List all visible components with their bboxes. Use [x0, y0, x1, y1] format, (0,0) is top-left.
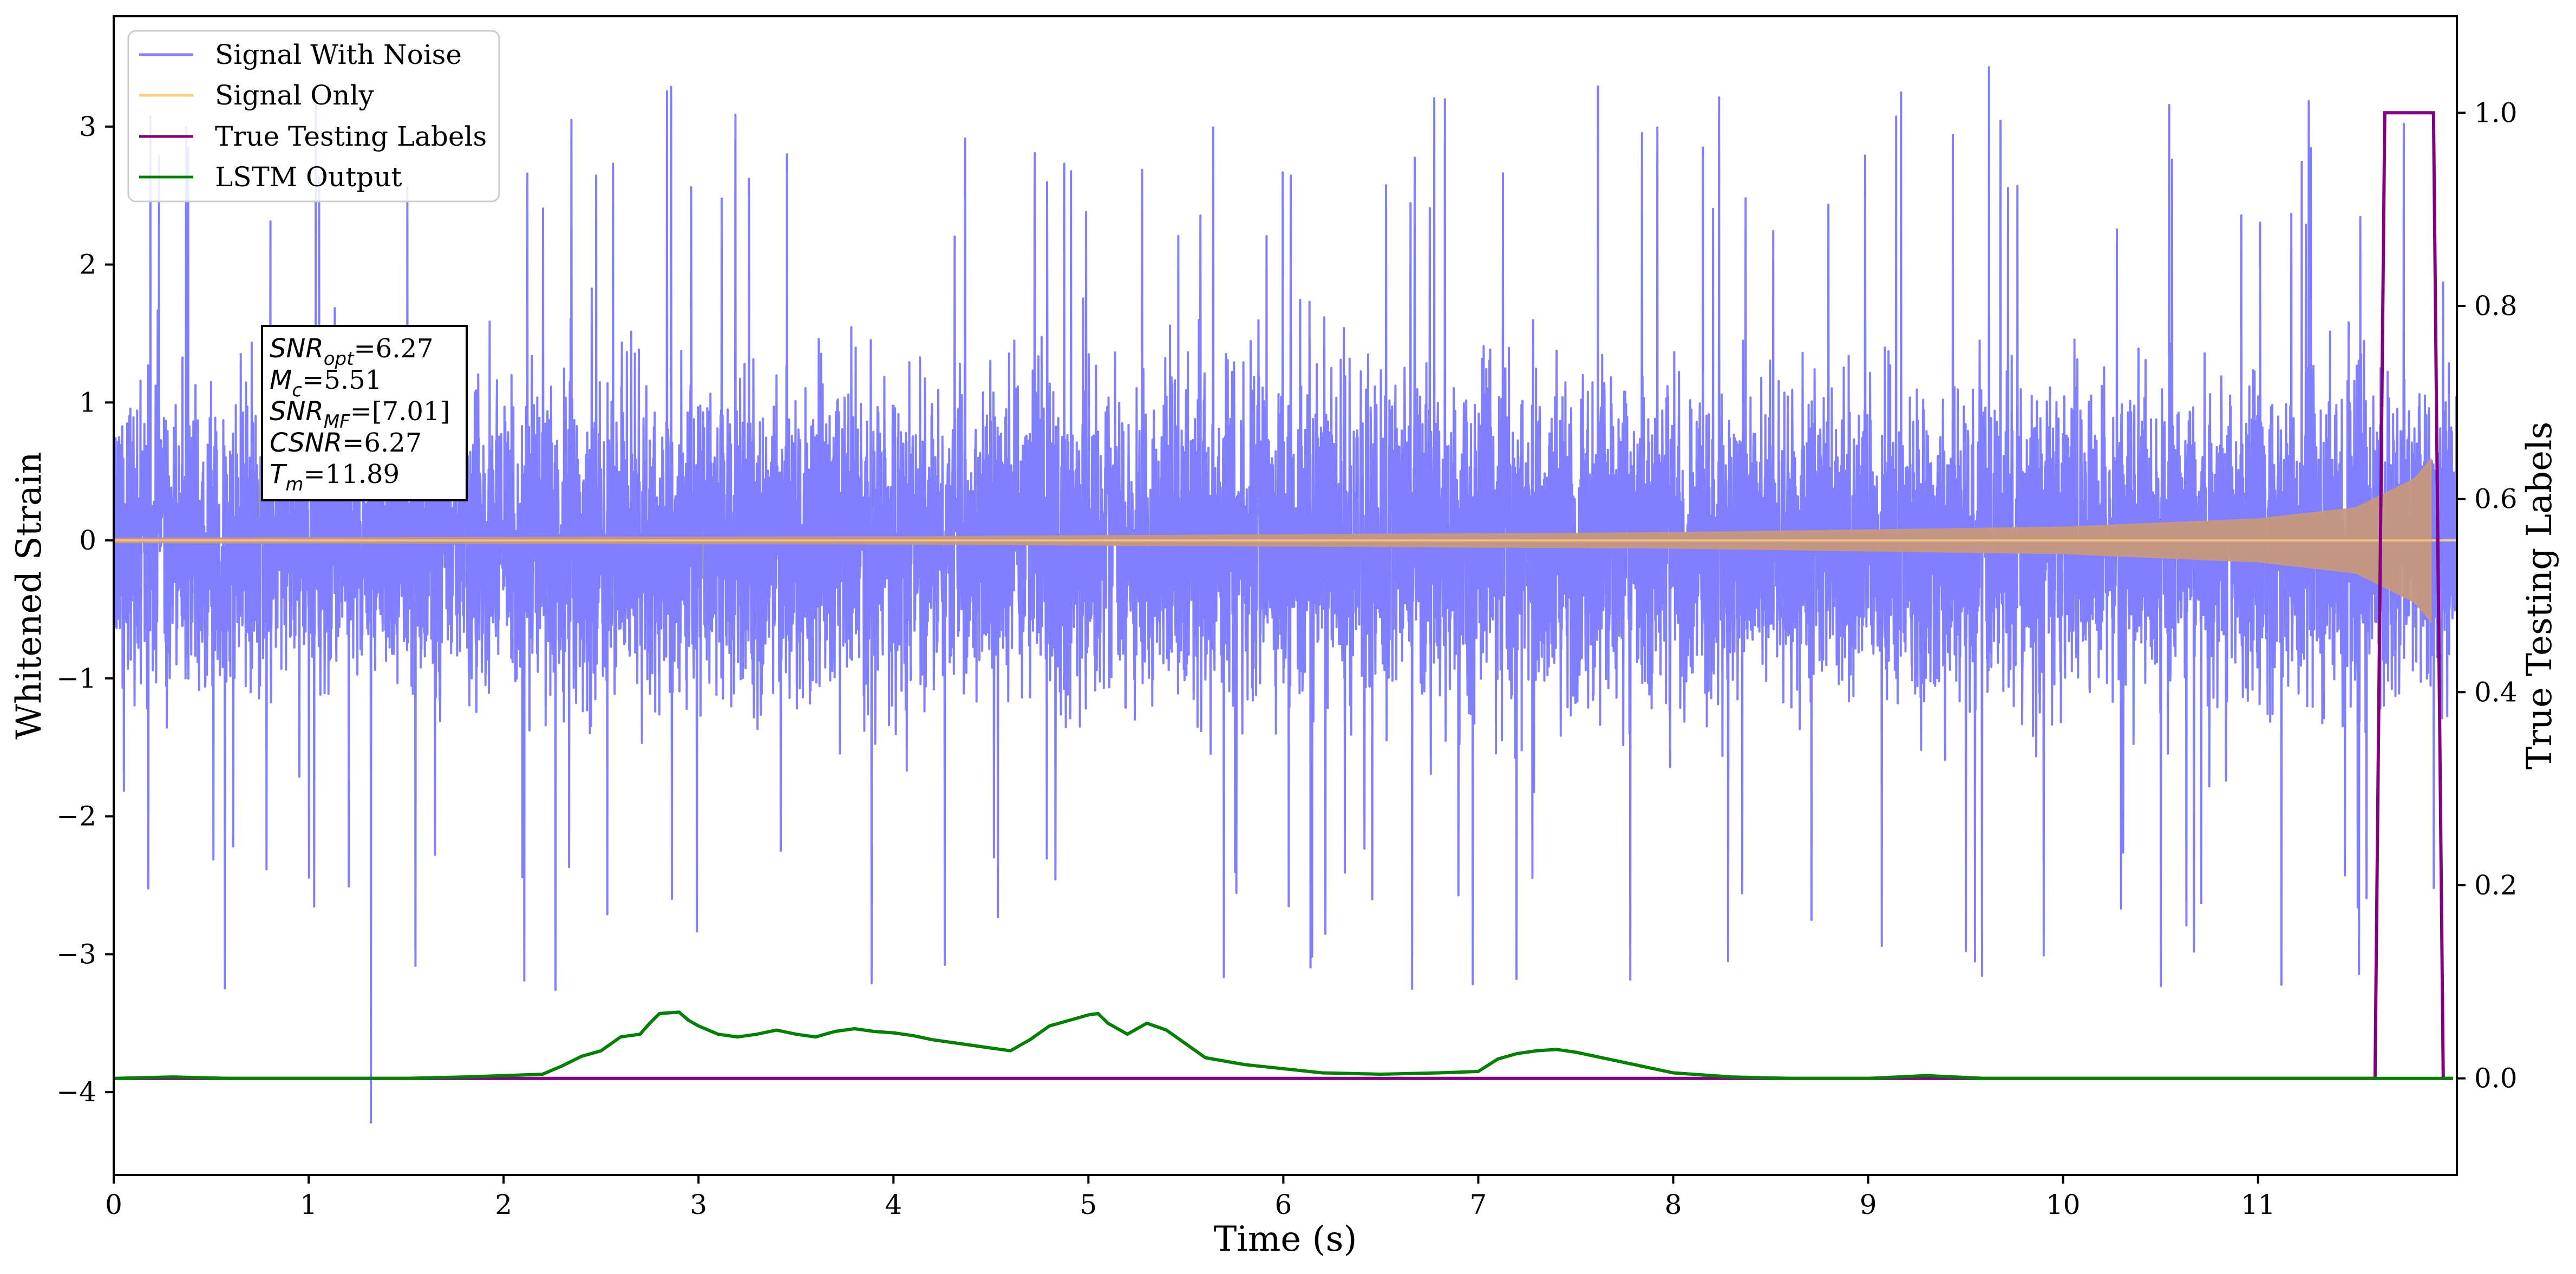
x-tick-label: 6 [1274, 1189, 1292, 1220]
y-axis-label: Whitened Strain [9, 452, 49, 739]
x-tick-label: 2 [495, 1189, 512, 1220]
signal-with-noise-series [114, 66, 2457, 1124]
y-tick-label: 0 [79, 525, 96, 556]
annotation-symbol: T [270, 459, 287, 489]
annotation-text: SNRopt=6.27 Mc=5.51 SNRMF=[7.01] CSNR=6.27 T… [270, 334, 450, 495]
legend-box [127, 30, 500, 202]
x-tick-label: 10 [2046, 1189, 2081, 1220]
y-tick-label: 2 [79, 249, 96, 280]
annotation-value: =[7.01] [350, 396, 450, 427]
annotation-frame [261, 325, 468, 501]
y2-axis-label: True Testing Labels [2520, 422, 2560, 770]
x-tick-label: 0 [105, 1189, 122, 1220]
plot-frame [113, 15, 2458, 1176]
annotation-symbol: M [270, 365, 292, 395]
y-tick-label: 1 [79, 387, 96, 418]
annotation-value: =6.27 [342, 428, 422, 458]
annotation-value: =6.27 [354, 334, 433, 364]
x-tick-label: 5 [1080, 1189, 1097, 1220]
x-tick-label: 1 [300, 1189, 317, 1220]
y2-tick-label: 0.8 [2474, 290, 2518, 322]
x-tick-label: 3 [690, 1189, 707, 1220]
signal-only-series [114, 458, 2457, 623]
signal-with-noise-line [114, 66, 2457, 1124]
y-tick-label: −3 [56, 938, 96, 970]
annotation-symbol: SNR [270, 396, 324, 427]
annotation-box: SNRopt=6.27 Mc=5.51 SNRMF=[7.01] CSNR=6.27 T… [261, 325, 468, 501]
y-tick-label: −1 [56, 663, 96, 694]
annotation-subscript: MF [324, 411, 350, 433]
x-tick-label: 11 [2241, 1189, 2276, 1220]
lstm-output-series [114, 1010, 2453, 1080]
annotation-subscript: m [285, 474, 303, 495]
legend-label-lstm-output: LSTM Output [215, 161, 402, 193]
y-axis-ticks: −4 −3 −2 −1 0 1 2 3 [56, 111, 114, 1108]
y2-tick-label: 0.4 [2474, 676, 2518, 708]
x-tick-label: 9 [1860, 1189, 1877, 1220]
y2-tick-label: 0.2 [2474, 870, 2518, 901]
x-axis-label: Time (s) [1214, 1219, 1357, 1259]
lstm-output-line [114, 1010, 2453, 1080]
y-tick-label: −2 [56, 801, 96, 832]
legend-label-true-testing-labels: True Testing Labels [215, 121, 487, 152]
annotation-subscript: c [292, 380, 302, 401]
legend: Signal With Noise Signal Only True Testi… [127, 30, 500, 202]
y2-tick-label: 1.0 [2474, 97, 2518, 128]
annotation-subscript: opt [324, 348, 355, 370]
legend-label-signal-with-noise: Signal With Noise [215, 39, 462, 70]
y2-tick-label: 0.0 [2474, 1063, 2518, 1094]
annotation-value: =11.89 [303, 459, 400, 489]
annotation-value: =5.51 [302, 365, 382, 395]
x-tick-label: 7 [1470, 1189, 1487, 1220]
x-tick-label: 8 [1665, 1189, 1682, 1220]
annotation-symbol: SNR [270, 334, 324, 364]
y-tick-label: −4 [56, 1076, 96, 1108]
annotation-symbol: CSNR [270, 428, 342, 458]
x-axis-ticks: 0 1 2 3 4 5 6 7 8 9 10 11 [105, 1175, 2276, 1220]
legend-label-signal-only: Signal Only [215, 80, 374, 111]
y-tick-label: 3 [79, 111, 96, 142]
y2-axis-ticks: 0.0 0.2 0.4 0.6 0.8 1.0 [2457, 97, 2518, 1094]
y2-tick-label: 0.6 [2474, 484, 2518, 515]
x-tick-label: 4 [885, 1189, 902, 1220]
